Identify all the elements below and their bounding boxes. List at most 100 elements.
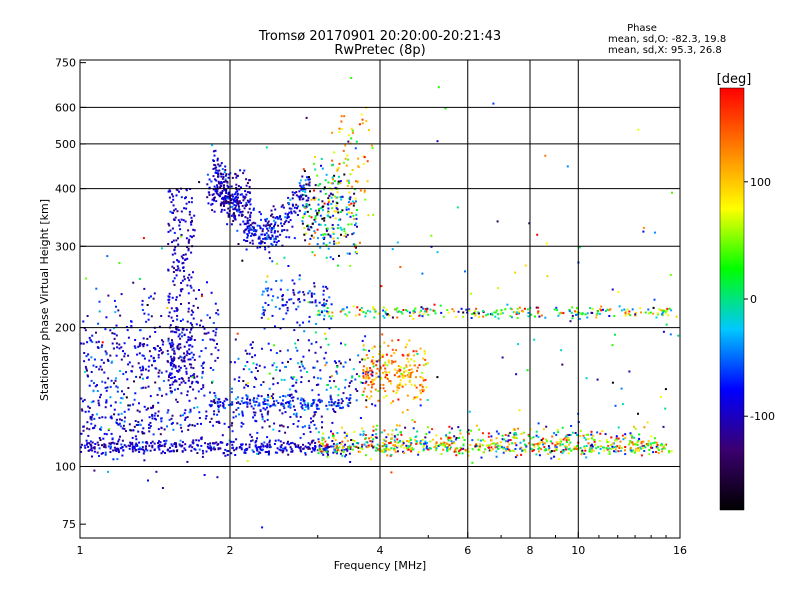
- data-point: [352, 305, 355, 308]
- data-point: [584, 447, 587, 450]
- data-point: [180, 255, 183, 258]
- data-point: [225, 450, 228, 453]
- data-point: [138, 344, 141, 347]
- data-point: [117, 413, 120, 416]
- data-point: [249, 198, 252, 201]
- data-point: [624, 314, 627, 317]
- data-point: [389, 382, 392, 385]
- data-point: [329, 395, 332, 398]
- data-point: [246, 240, 249, 242]
- data-point: [352, 214, 355, 217]
- data-point: [618, 447, 621, 449]
- data-point: [343, 449, 346, 451]
- data-point: [561, 426, 564, 429]
- data-point: [111, 332, 114, 335]
- data-point: [560, 349, 563, 352]
- data-point: [517, 311, 520, 314]
- data-point: [198, 355, 201, 358]
- data-point: [527, 442, 530, 445]
- data-point: [134, 420, 137, 422]
- data-point: [224, 448, 227, 451]
- data-point: [591, 445, 594, 448]
- data-point: [127, 444, 130, 447]
- data-point: [176, 387, 179, 390]
- data-point: [404, 383, 407, 386]
- data-point: [104, 416, 107, 419]
- data-point: [222, 403, 225, 406]
- data-point: [180, 290, 183, 293]
- data-point: [317, 383, 320, 386]
- data-point: [565, 446, 568, 449]
- data-point: [191, 446, 194, 449]
- data-point: [249, 216, 252, 219]
- data-point: [494, 443, 497, 446]
- data-point: [592, 450, 595, 452]
- data-point: [108, 428, 111, 431]
- data-point: [600, 309, 603, 312]
- data-point: [271, 213, 274, 216]
- data-point: [96, 390, 99, 392]
- data-point: [474, 314, 477, 317]
- data-point: [344, 157, 347, 160]
- data-point: [105, 401, 108, 404]
- data-point: [141, 430, 144, 433]
- data-point: [266, 412, 269, 414]
- data-point: [384, 370, 387, 373]
- data-point: [388, 442, 391, 445]
- data-point: [97, 322, 100, 325]
- data-point: [544, 154, 547, 157]
- data-point: [355, 209, 358, 211]
- data-point: [620, 309, 623, 312]
- data-point: [153, 414, 156, 417]
- data-point: [227, 200, 230, 203]
- data-point: [581, 312, 584, 315]
- data-point: [329, 192, 332, 195]
- data-point: [647, 442, 650, 445]
- data-point: [167, 315, 170, 318]
- data-point: [298, 198, 301, 201]
- data-point: [192, 271, 194, 274]
- data-point: [277, 224, 280, 227]
- data-point: [266, 445, 269, 447]
- data-point: [301, 193, 304, 196]
- data-point: [362, 375, 365, 378]
- data-point: [656, 447, 659, 450]
- data-point: [369, 458, 372, 461]
- data-point: [399, 266, 402, 268]
- data-point: [593, 438, 596, 441]
- data-point: [173, 357, 176, 360]
- data-point: [332, 436, 335, 439]
- data-point: [572, 448, 575, 451]
- data-point: [311, 440, 314, 443]
- data-point: [248, 231, 251, 234]
- data-point: [624, 449, 626, 452]
- data-point: [227, 193, 230, 196]
- data-point: [272, 227, 275, 230]
- data-point: [251, 242, 254, 245]
- data-point: [147, 369, 150, 372]
- data-point: [109, 396, 112, 399]
- data-point: [362, 365, 365, 368]
- data-point: [399, 439, 402, 442]
- data-point: [376, 360, 379, 363]
- data-point: [308, 176, 310, 179]
- data-point: [213, 399, 216, 402]
- data-point: [611, 445, 614, 448]
- data-point: [217, 448, 220, 451]
- data-point: [89, 415, 92, 418]
- data-point: [341, 400, 344, 403]
- data-point: [351, 376, 354, 379]
- data-point: [329, 445, 332, 448]
- data-point: [272, 295, 275, 298]
- data-point: [497, 317, 500, 320]
- data-point: [377, 375, 380, 378]
- data-point: [257, 446, 260, 449]
- data-point: [436, 251, 439, 254]
- data-point: [168, 189, 171, 192]
- data-point: [254, 354, 256, 357]
- data-point: [425, 432, 428, 435]
- data-point: [315, 405, 318, 408]
- data-point: [515, 311, 518, 314]
- x-tick-label: 2: [227, 544, 234, 557]
- data-point: [599, 432, 602, 435]
